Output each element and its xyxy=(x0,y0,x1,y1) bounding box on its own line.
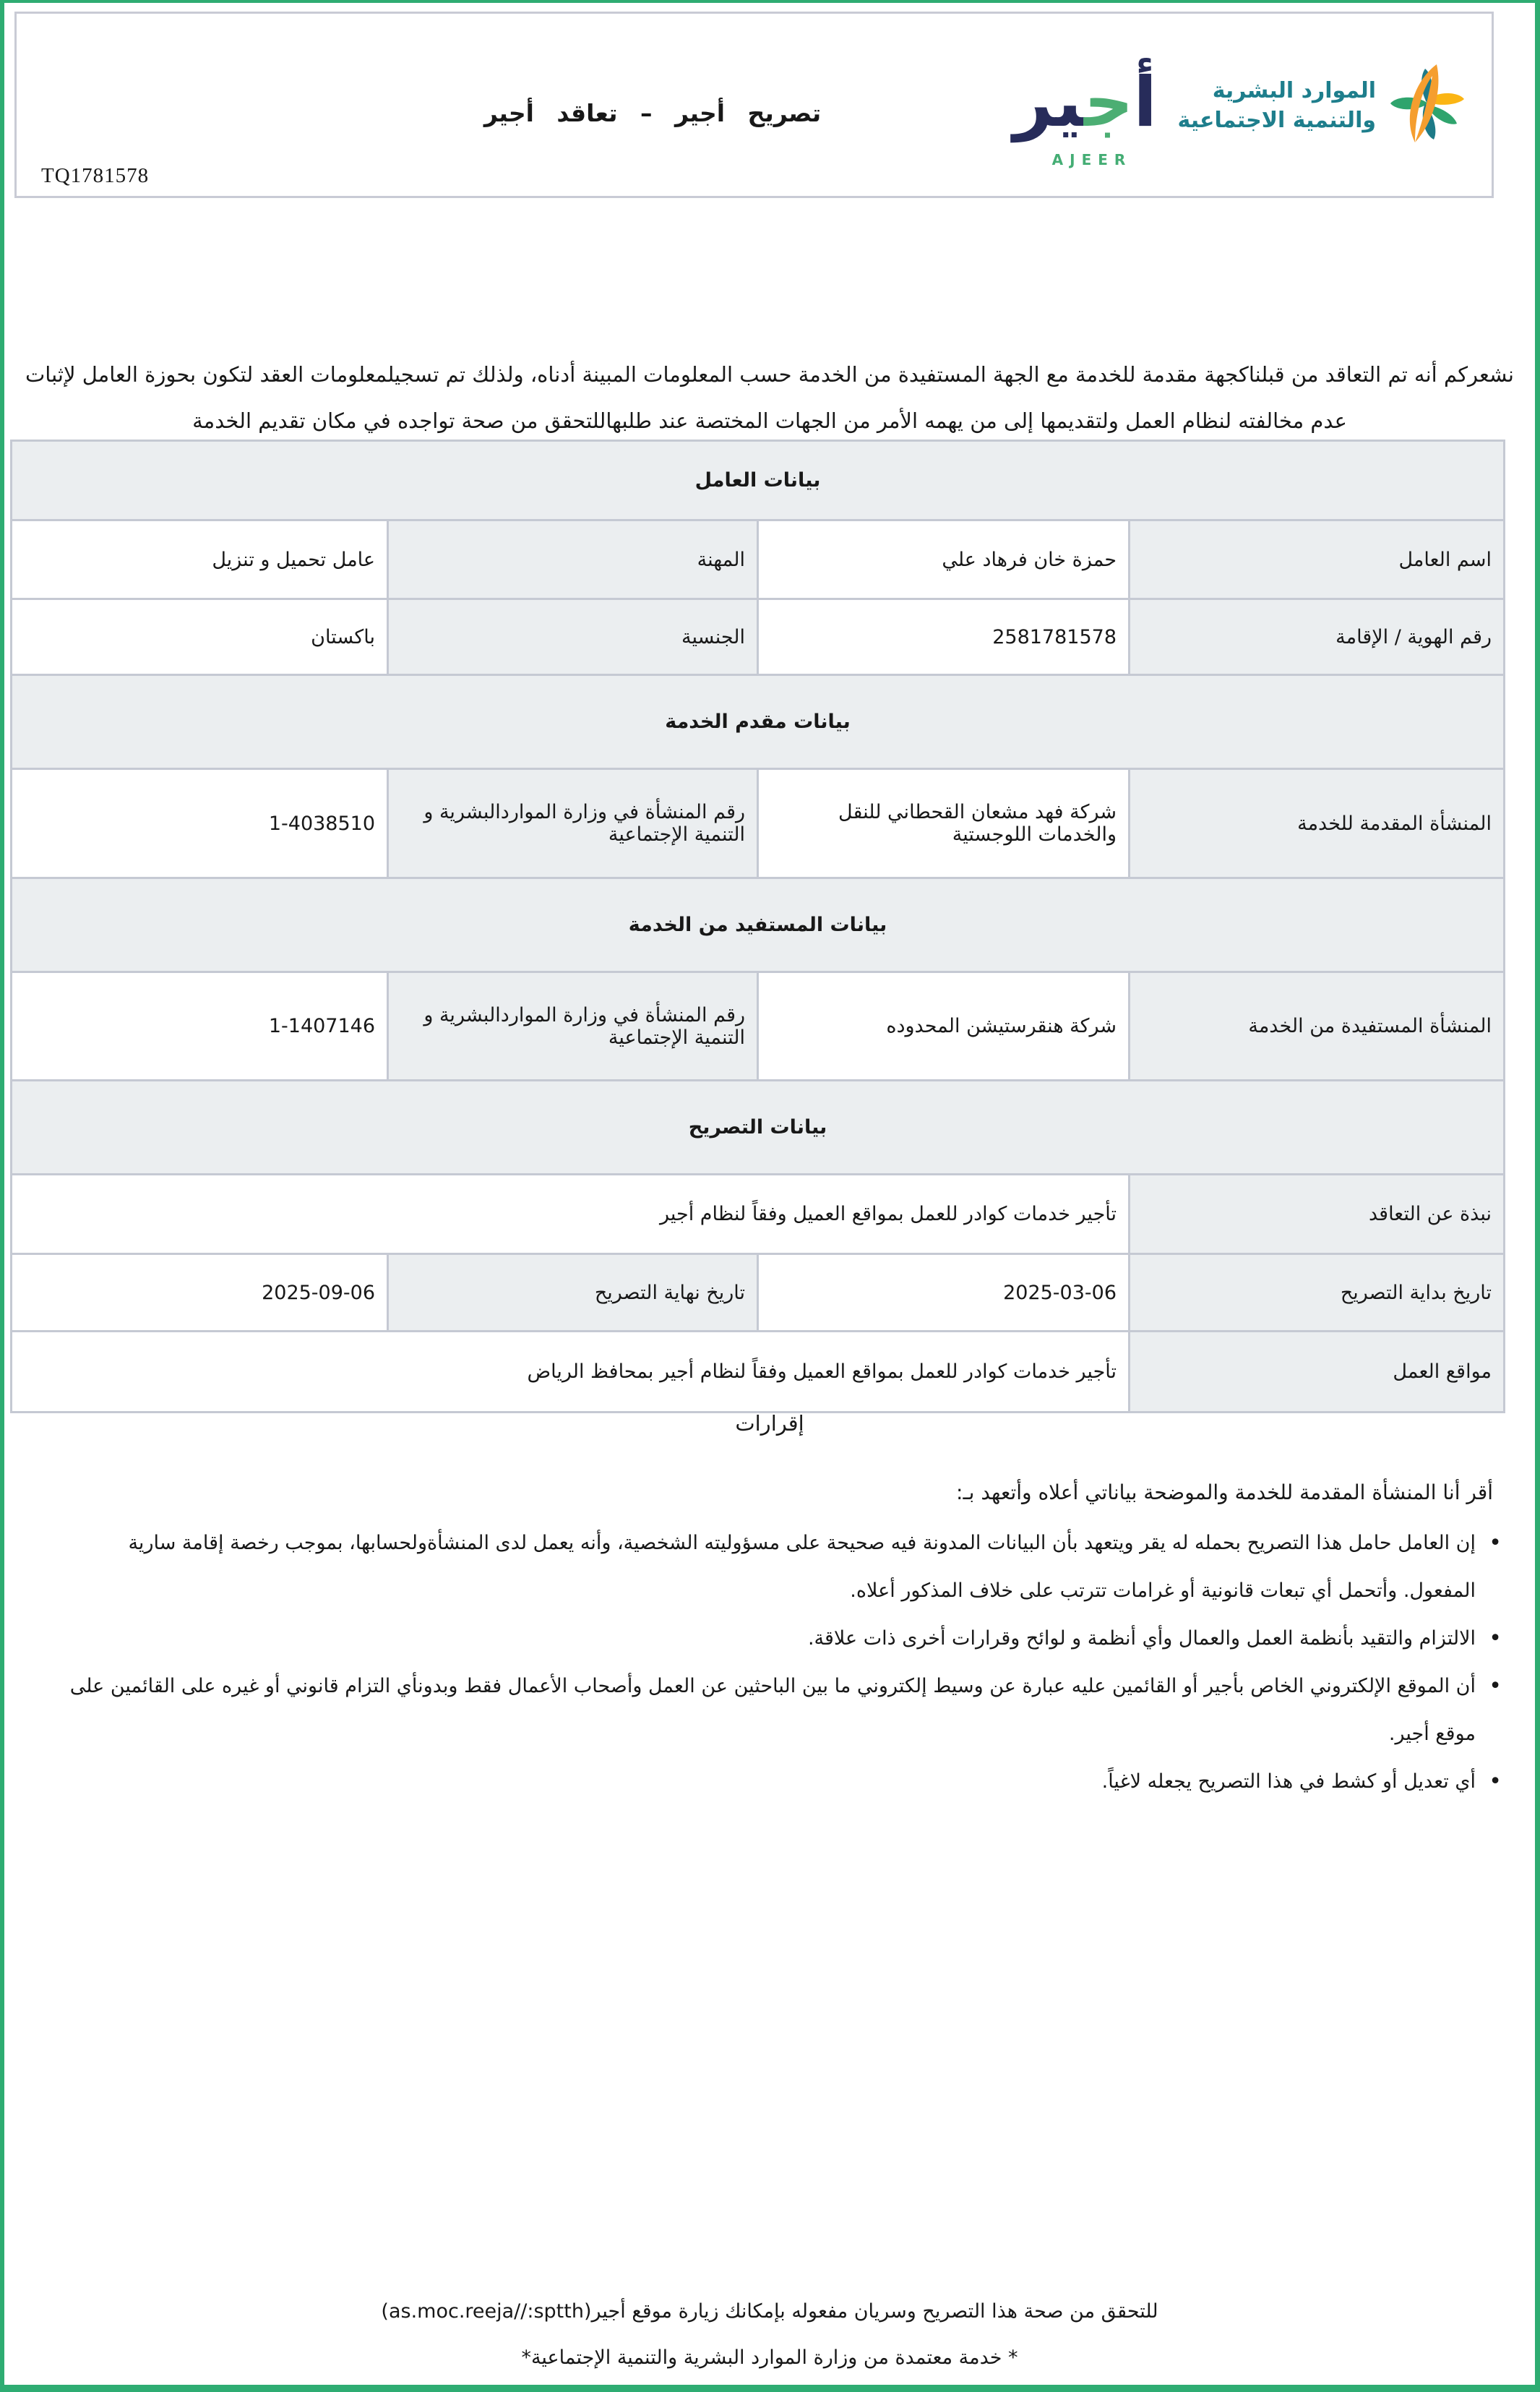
table-row: مواقع العمل تأجير خدمات كوادر للعمل بموا… xyxy=(9,1330,1506,1413)
intro-paragraph: نشعركم أنه تم التعاقد من قبلناكجهة مقدمة… xyxy=(25,362,1514,433)
beneficiary-establishment-value: شركة هنقرستيشن المحدوده xyxy=(757,971,1131,1081)
ministry-emblem-icon xyxy=(1390,64,1464,142)
section-row-worker: بيانات العامل xyxy=(9,440,1506,521)
worker-id-value: 2581781578 xyxy=(757,598,1131,676)
provider-number-label: رقم المنشأة في وزارة المواردالبشرية و ال… xyxy=(387,768,760,879)
ajeer-logo-jeem: ج xyxy=(1083,63,1134,142)
table-row: اسم العامل حمزة خان فرهاد علي المهنة عام… xyxy=(9,519,1506,600)
table-row: نبذة عن التعاقد تأجير خدمات كوادر للعمل … xyxy=(9,1173,1506,1255)
header-box: تصريح أجير – تعاقد أجير TQ1781578 أجير A… xyxy=(14,12,1494,198)
permit-end-value: 2025-09-06 xyxy=(9,1253,390,1332)
table-row: المنشأة المستفيدة من الخدمة شركة هنقرستي… xyxy=(9,971,1506,1081)
ministry-logo-line2: والتنمية الاجتماعية xyxy=(1177,108,1376,133)
page-title: تصريح أجير – تعاقد أجير xyxy=(483,99,822,127)
worker-name-label: اسم العامل xyxy=(1128,519,1506,600)
worker-id-label: رقم الهوية / الإقامة xyxy=(1128,598,1506,676)
declaration-item: أي تعديل أو كشط في هذا التصريح يجعله لاغ… xyxy=(55,1758,1502,1806)
worker-profession-label: المهنة xyxy=(387,519,760,600)
ministry-logo: الموارد البشرية والتنمية الاجتماعية xyxy=(1178,59,1466,153)
beneficiary-number-label: رقم المنشأة في وزارة المواردالبشرية و ال… xyxy=(387,971,760,1081)
ministry-logo-text: الموارد البشرية والتنمية الاجتماعية xyxy=(1178,76,1376,135)
section-header-permit: بيانات التصريح xyxy=(9,1079,1506,1175)
footer-verify-line: للتحقق من صحة هذا التصريح وسريان مفعوله … xyxy=(4,2300,1535,2323)
provider-establishment-value: شركة فهد مشعان القحطاني للنقل والخدمات ا… xyxy=(757,768,1131,879)
beneficiary-number-value: 1-1407146 xyxy=(9,971,390,1081)
section-header-beneficiary: بيانات المستفيد من الخدمة xyxy=(9,877,1506,973)
declaration-item: أن الموقع الإلكتروني الخاص بأجير أو القا… xyxy=(55,1663,1502,1758)
permit-number: TQ1781578 xyxy=(41,164,150,187)
worker-name-value: حمزة خان فرهاد علي xyxy=(757,519,1131,600)
ajeer-logo-alef: أ xyxy=(1133,63,1157,142)
footer-verify-text: للتحقق من صحة هذا التصريح وسريان مفعوله … xyxy=(591,2300,1158,2323)
contract-summary-label: نبذة عن التعاقد xyxy=(1128,1173,1506,1255)
section-header-provider: بيانات مقدم الخدمة xyxy=(9,674,1506,770)
permit-table: بيانات العامل اسم العامل حمزة خان فرهاد … xyxy=(9,440,1506,1413)
contract-summary-value: تأجير خدمات كوادر للعمل بمواقع العميل وف… xyxy=(9,1173,1131,1255)
table-row: تاريخ بداية التصريح 2025-03-06 تاريخ نها… xyxy=(9,1253,1506,1332)
document-sheet: تصريح أجير – تعاقد أجير TQ1781578 أجير A… xyxy=(4,3,1535,2385)
footer-verify-url: (as.moc.reeja//:sptth) xyxy=(381,2300,592,2323)
beneficiary-establishment-label: المنشأة المستفيدة من الخدمة xyxy=(1128,971,1506,1081)
worker-nationality-value: باكستان xyxy=(9,598,390,676)
table-row: رقم الهوية / الإقامة 2581781578 الجنسية … xyxy=(9,598,1506,676)
declaration-item: إن العامل حامل هذا التصريح بحمله له يقر … xyxy=(55,1519,1502,1615)
declarations-list: إن العامل حامل هذا التصريح بحمله له يقر … xyxy=(55,1519,1502,1806)
permit-start-value: 2025-03-06 xyxy=(757,1253,1131,1332)
work-locations-value: تأجير خدمات كوادر للعمل بمواقع العميل وف… xyxy=(9,1330,1131,1413)
worker-profession-value: عامل تحميل و تنزيل xyxy=(9,519,390,600)
ajeer-logo-latin: AJEER xyxy=(1051,151,1132,168)
provider-number-value: 1-4038510 xyxy=(9,768,390,879)
section-row-provider: بيانات مقدم الخدمة xyxy=(9,674,1506,770)
footer-approved-line: * خدمة معتمدة من وزارة الموارد البشرية و… xyxy=(521,2346,1018,2369)
declarations-intro: أقر أنا المنشأة المقدمة للخدمة والموضحة … xyxy=(956,1480,1493,1504)
declarations-title: إقرارات xyxy=(735,1411,804,1436)
work-locations-label: مواقع العمل xyxy=(1128,1330,1506,1413)
permit-end-label: تاريخ نهاية التصريح xyxy=(387,1253,760,1332)
declaration-item: الالتزام والتقيد بأنظمة العمل والعمال وأ… xyxy=(55,1615,1502,1663)
section-row-permit: بيانات التصريح xyxy=(9,1079,1506,1175)
worker-nationality-label: الجنسية xyxy=(387,598,760,676)
ajeer-logo-arabic: أجير xyxy=(1013,63,1157,142)
permit-start-label: تاريخ بداية التصريح xyxy=(1128,1253,1506,1332)
ajeer-logo-rest: ير xyxy=(1013,63,1084,142)
section-row-beneficiary: بيانات المستفيد من الخدمة xyxy=(9,877,1506,973)
ajeer-logo: أجير AJEER xyxy=(1013,56,1157,168)
ministry-logo-line1: الموارد البشرية xyxy=(1212,78,1376,103)
provider-establishment-label: المنشأة المقدمة للخدمة xyxy=(1128,768,1506,879)
section-header-worker: بيانات العامل xyxy=(9,440,1506,521)
table-row: المنشأة المقدمة للخدمة شركة فهد مشعان ال… xyxy=(9,768,1506,879)
